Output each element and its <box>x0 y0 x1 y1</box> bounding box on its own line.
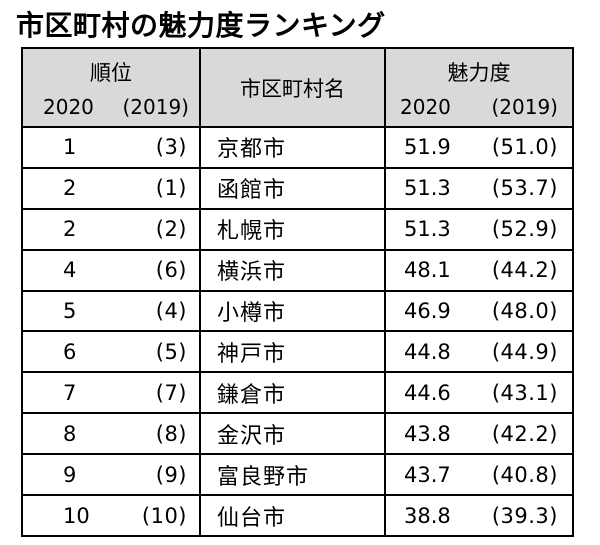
score-cell: 44.6 (43.1) <box>384 371 574 415</box>
rank-cell: 9 (9) <box>21 453 201 497</box>
table-body: 1 (3) 京都市 51.9 (51.0) 2 (1) 函館市 51.3 (53.7) 2 (2) 札幌… <box>21 126 574 537</box>
header-rank-label: 順位 <box>90 61 132 85</box>
score-2020: 48.1 <box>404 258 451 283</box>
table-row: 2 (1) 函館市 51.3 (53.7) <box>21 166 574 210</box>
header-name-label: 市区町村名 <box>240 76 345 101</box>
page-title: 市区町村の魅力度ランキング <box>16 9 386 42</box>
score-cell: 51.3 (53.7) <box>384 166 574 210</box>
rank-cell: 4 (6) <box>21 248 201 292</box>
rank-2019: (10) <box>141 503 187 528</box>
municipality-name: 鎌倉市 <box>199 371 386 415</box>
score-2019: (53.7) <box>491 176 558 201</box>
rank-2020: 6 <box>63 339 77 364</box>
rank-2020: 1 <box>63 135 77 160</box>
rank-cell: 5 (4) <box>21 289 201 333</box>
header-name: 市区町村名 <box>199 47 386 128</box>
score-2019: (48.0) <box>491 299 558 323</box>
table-row: 7 (7) 鎌倉市 44.6 (43.1) <box>21 371 574 415</box>
score-cell: 51.3 (52.9) <box>384 207 574 251</box>
table-row: 5 (4) 小樽市 46.9 (48.0) <box>21 289 574 333</box>
municipality-name: 札幌市 <box>199 207 386 251</box>
score-2019: (52.9) <box>491 217 558 242</box>
rank-2020: 2 <box>63 217 77 242</box>
municipality-name: 神戸市 <box>199 330 386 374</box>
table-row: 1 (3) 京都市 51.9 (51.0) <box>21 126 574 169</box>
score-2020: 43.7 <box>404 462 451 487</box>
header-score-2020: 2020 <box>400 94 451 119</box>
score-2019: (51.0) <box>491 135 558 160</box>
score-cell: 38.8 (39.3) <box>384 494 574 537</box>
score-cell: 46.9 (48.0) <box>384 289 574 333</box>
header-score-label: 魅力度 <box>447 61 511 85</box>
municipality-name: 金沢市 <box>199 412 386 456</box>
score-cell: 44.8 (44.9) <box>384 330 574 374</box>
rank-2019: (6) <box>155 258 187 283</box>
score-2019: (44.2) <box>491 258 558 283</box>
rank-cell: 2 (1) <box>21 166 201 210</box>
municipality-name: 富良野市 <box>199 453 386 497</box>
rank-2019: (4) <box>155 299 187 323</box>
table-row: 4 (6) 横浜市 48.1 (44.2) <box>21 248 574 292</box>
header-rank-2019: (2019) <box>122 94 189 119</box>
rank-cell: 2 (2) <box>21 207 201 251</box>
score-2019: (44.9) <box>491 339 558 364</box>
table-row: 10 (10) 仙台市 38.8 (39.3) <box>21 494 574 537</box>
score-2019: (40.8) <box>491 462 558 487</box>
score-2019: (39.3) <box>491 503 558 528</box>
rank-2019: (5) <box>155 339 187 364</box>
rank-2020: 10 <box>63 503 90 528</box>
rank-2019: (7) <box>155 380 187 405</box>
municipality-name: 函館市 <box>199 166 386 210</box>
municipality-name: 京都市 <box>199 126 386 169</box>
table-row: 2 (2) 札幌市 51.3 (52.9) <box>21 207 574 251</box>
header-rank: 順位 <box>21 47 201 87</box>
rank-cell: 6 (5) <box>21 330 201 374</box>
rank-2019: (9) <box>155 462 187 487</box>
ranking-table: 順位 市区町村名 魅力度 2020 (2019) 2020 (2019) <box>21 47 574 537</box>
rank-2019: (1) <box>155 176 187 201</box>
header-rank-years: 2020 (2019) <box>21 87 201 128</box>
rank-2020: 2 <box>63 176 77 201</box>
municipality-name: 横浜市 <box>199 248 386 292</box>
score-cell: 48.1 (44.2) <box>384 248 574 292</box>
score-cell: 51.9 (51.0) <box>384 126 574 169</box>
score-2020: 51.3 <box>404 176 451 201</box>
header-rank-2020: 2020 <box>43 94 94 119</box>
score-2019: (42.2) <box>491 421 558 446</box>
header-score-years: 2020 (2019) <box>384 87 574 128</box>
rank-2019: (8) <box>155 421 187 446</box>
municipality-name: 仙台市 <box>199 494 386 537</box>
rank-cell: 10 (10) <box>21 494 201 537</box>
score-2020: 43.8 <box>404 421 451 446</box>
rank-2020: 5 <box>63 299 77 323</box>
rank-cell: 8 (8) <box>21 412 201 456</box>
header-score-2019: (2019) <box>491 94 558 119</box>
score-2020: 51.9 <box>404 135 451 160</box>
score-2020: 46.9 <box>404 299 451 323</box>
score-2020: 44.8 <box>404 339 451 364</box>
rank-2020: 7 <box>63 380 77 405</box>
score-cell: 43.8 (42.2) <box>384 412 574 456</box>
rank-2020: 4 <box>63 258 77 283</box>
table-row: 9 (9) 富良野市 43.7 (40.8) <box>21 453 574 497</box>
municipality-name: 小樽市 <box>199 289 386 333</box>
rank-2019: (3) <box>155 135 187 160</box>
table-header: 順位 市区町村名 魅力度 2020 (2019) 2020 (2019) <box>21 47 574 128</box>
rank-cell: 1 (3) <box>21 126 201 169</box>
score-2020: 44.6 <box>404 380 451 405</box>
score-2020: 38.8 <box>404 503 451 528</box>
rank-cell: 7 (7) <box>21 371 201 415</box>
table-row: 8 (8) 金沢市 43.8 (42.2) <box>21 412 574 456</box>
rank-2020: 8 <box>63 421 77 446</box>
table-row: 6 (5) 神戸市 44.8 (44.9) <box>21 330 574 374</box>
rank-2020: 9 <box>63 462 77 487</box>
header-score: 魅力度 <box>384 47 574 87</box>
score-2019: (43.1) <box>491 380 558 405</box>
score-2020: 51.3 <box>404 217 451 242</box>
rank-2019: (2) <box>155 217 187 242</box>
score-cell: 43.7 (40.8) <box>384 453 574 497</box>
